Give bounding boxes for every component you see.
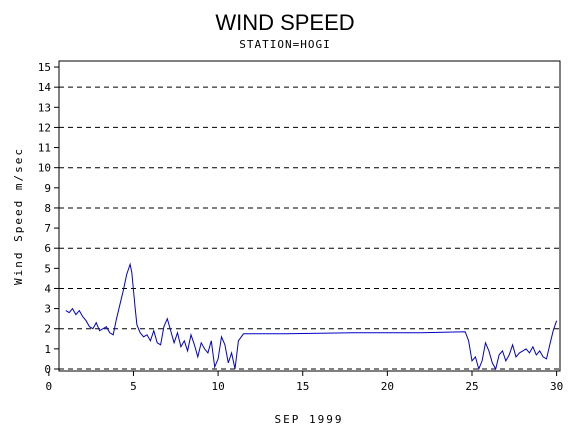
y-tick-label: 4 bbox=[44, 282, 51, 295]
y-tick-label: 7 bbox=[44, 222, 51, 235]
plot-frame bbox=[58, 60, 561, 372]
series-group bbox=[65, 262, 558, 371]
x-tick-label: 20 bbox=[381, 380, 394, 393]
y-tick-label: 2 bbox=[44, 323, 51, 336]
x-axis-label: SEP 1999 bbox=[275, 413, 344, 426]
y-tick-label: 6 bbox=[44, 242, 51, 255]
chart-subtitle: STATION=HOGI bbox=[239, 38, 330, 51]
y-tick-label: 8 bbox=[44, 202, 51, 215]
y-tick-label: 5 bbox=[44, 262, 51, 275]
y-tick-label: 1 bbox=[44, 343, 51, 356]
y-tick-label: 3 bbox=[44, 303, 51, 316]
y-tick-label: 12 bbox=[38, 121, 51, 134]
y-tick-label: 10 bbox=[38, 162, 51, 175]
x-tick-label: 5 bbox=[130, 380, 137, 393]
y-tick-label: 13 bbox=[38, 101, 51, 114]
series-line bbox=[65, 262, 558, 371]
x-tick-label: 30 bbox=[550, 380, 563, 393]
y-tick-label: 9 bbox=[44, 182, 51, 195]
y-tick-label: 15 bbox=[38, 61, 51, 74]
y-tick-label: 14 bbox=[38, 81, 52, 94]
x-tick-label: 15 bbox=[296, 380, 309, 393]
reference-lines bbox=[59, 86, 560, 370]
y-axis-label: Wind Speed m/sec bbox=[12, 147, 25, 285]
chart-title: WIND SPEED bbox=[215, 10, 354, 35]
x-tick-label: 10 bbox=[211, 380, 224, 393]
x-tick-label: 0 bbox=[46, 380, 53, 393]
x-tick-label: 25 bbox=[465, 380, 478, 393]
y-tick-label: 11 bbox=[38, 142, 51, 155]
y-tick-label: 0 bbox=[44, 363, 51, 376]
x-axis: 0 5 10 15 20 25 30 bbox=[46, 371, 563, 393]
